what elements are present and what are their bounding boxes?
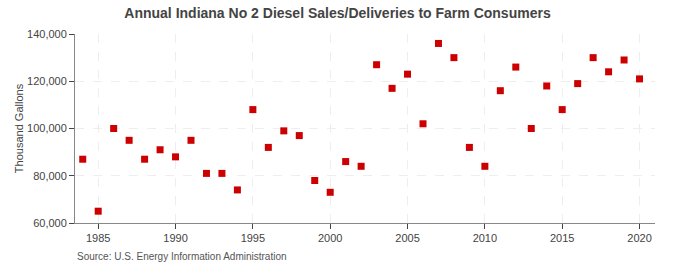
svg-text:2010: 2010 xyxy=(473,232,497,244)
svg-text:120,000: 120,000 xyxy=(27,75,67,87)
svg-text:1985: 1985 xyxy=(86,232,110,244)
svg-text:100,000: 100,000 xyxy=(27,122,67,134)
svg-text:2000: 2000 xyxy=(318,232,342,244)
svg-text:1995: 1995 xyxy=(241,232,265,244)
svg-text:80,000: 80,000 xyxy=(33,170,67,182)
svg-text:Source: U.S. Energy Informatio: Source: U.S. Energy Information Administ… xyxy=(77,251,287,262)
svg-text:140,000: 140,000 xyxy=(27,28,67,40)
svg-text:Thousand Gallons: Thousand Gallons xyxy=(13,83,25,173)
svg-text:60,000: 60,000 xyxy=(33,217,67,229)
svg-text:Annual Indiana No 2 Diesel Sal: Annual Indiana No 2 Diesel Sales/Deliver… xyxy=(124,5,551,21)
svg-text:2015: 2015 xyxy=(550,232,574,244)
svg-text:2005: 2005 xyxy=(395,232,419,244)
svg-text:2020: 2020 xyxy=(627,232,651,244)
svg-text:1990: 1990 xyxy=(163,232,187,244)
